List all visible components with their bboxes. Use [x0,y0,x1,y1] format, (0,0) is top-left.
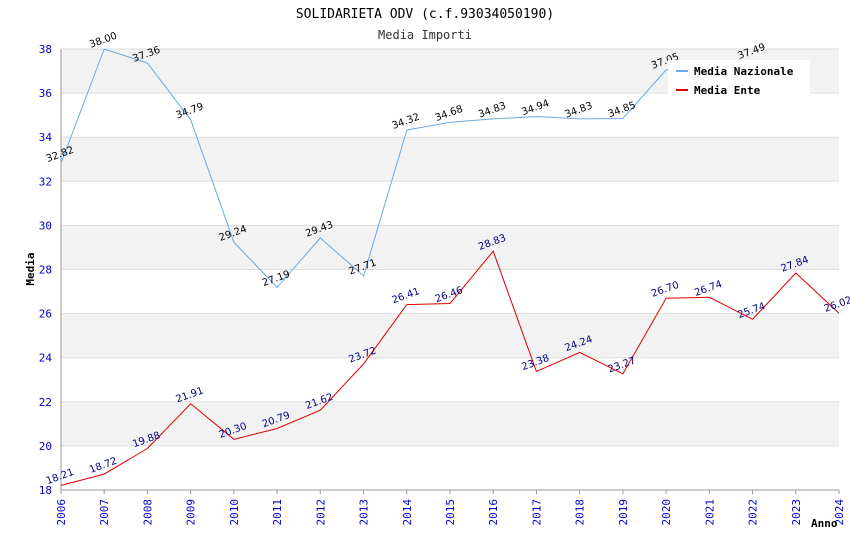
x-tick-label: 2011 [271,499,284,526]
x-tick-label: 2019 [617,499,630,526]
y-tick-label: 32 [39,175,52,188]
legend-box [668,60,810,96]
x-tick-label: 2024 [833,499,846,526]
x-tick-label: 2020 [660,499,673,526]
x-tick-label: 2013 [358,499,371,526]
x-tick-label: 2008 [141,499,154,526]
y-tick-label: 34 [39,131,53,144]
x-tick-label: 2014 [401,499,414,526]
plot-band [61,357,839,402]
y-tick-label: 22 [39,396,52,409]
y-tick-label: 26 [39,308,52,321]
y-tick-label: 28 [39,264,52,277]
series-lines [60,48,840,486]
series-line-media-ente [60,250,840,486]
x-tick-label: 2010 [228,499,241,526]
x-tick-label: 2016 [487,499,500,526]
plot-band [61,401,839,446]
x-tick-label: 2021 [703,499,716,526]
x-axis-label: Anno [811,517,838,530]
data-label: 38.00 [88,31,119,51]
x-tick-label: 2015 [444,499,457,526]
legend-label-media-ente: Media Ente [694,84,761,97]
y-axis-label: Media [24,252,37,285]
plot-background-bands [61,49,839,490]
legend: Media Nazionale Media Ente [668,60,810,97]
x-tick-label: 2006 [55,499,68,526]
x-tick-label: 2022 [747,499,760,526]
legend-label-media-nazionale: Media Nazionale [694,65,794,78]
x-tick-label: 2012 [314,499,327,526]
y-tick-label: 24 [39,352,53,365]
y-tick-label: 38 [39,43,52,56]
x-tick-label: 2007 [98,499,111,526]
y-tick-label: 18 [39,484,52,497]
x-tick-label: 2009 [185,499,198,526]
plot-band [61,445,839,490]
plot-band [61,137,839,182]
y-tick-label: 36 [39,87,52,100]
plot-band [61,93,839,138]
x-tick-label: 2023 [790,499,803,526]
plot-band [61,269,839,314]
series-line-media-nazionale [60,48,753,289]
x-tick-label: 2017 [530,499,543,526]
plot-band [61,225,839,270]
y-tick-label: 20 [39,440,52,453]
y-axis-ticks: 18 20 22 24 26 28 30 32 34 36 38 [39,43,53,497]
chart-title: SOLIDARIETA ODV (c.f.93034050190) [296,7,554,22]
plot-band [61,313,839,358]
y-tick-label: 30 [39,219,52,232]
x-axis-ticks: 2006 2007 2008 2009 2010 2011 2012 2013 2014 2015… [55,490,846,526]
chart-subtitle: Media Importi [378,28,472,42]
x-tick-label: 2018 [574,499,587,526]
plot-band [61,181,839,226]
